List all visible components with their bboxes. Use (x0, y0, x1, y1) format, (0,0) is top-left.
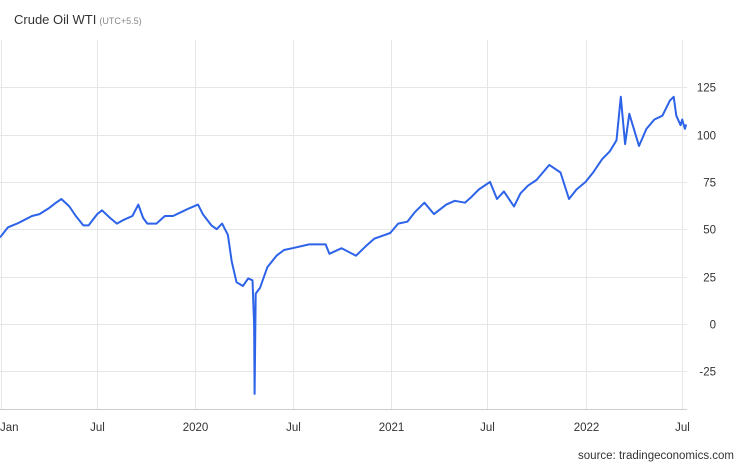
x-axis-labels: Jan Jul 2020 Jul 2021 Jul 2022 Jul (0, 422, 690, 434)
y-tick-label: 75 (703, 178, 716, 190)
y-tick-label: -25 (699, 367, 716, 379)
chart-title: Crude Oil WTI (UTC+5.5) (14, 12, 142, 27)
x-tick-label: Jul (480, 422, 495, 434)
x-tick-label: Jul (286, 422, 301, 434)
series-layer (0, 95, 687, 395)
y-tick-label: 50 (703, 225, 716, 237)
x-tick-label: Jul (90, 422, 105, 434)
y-tick-label: 100 (697, 131, 716, 143)
y-tick-label: 125 (697, 83, 716, 95)
timezone-label: (UTC+5.5) (99, 16, 142, 26)
source-label: source: tradingeconomics.com (578, 450, 734, 462)
x-tick-label: 2021 (379, 422, 405, 434)
chart-title-text: Crude Oil WTI (14, 12, 97, 27)
price-series-line (0, 95, 687, 395)
y-axis-labels: 125 100 75 50 25 0 -25 (697, 83, 716, 379)
y-tick-label: 25 (703, 273, 716, 285)
x-tick-label: Jul (675, 422, 690, 434)
x-tick-label: 2022 (574, 422, 600, 434)
y-tick-label: 0 (710, 320, 716, 332)
grid-lines (0, 40, 687, 409)
x-tick-label: Jan (0, 422, 19, 434)
x-tick-label: 2020 (183, 422, 209, 434)
